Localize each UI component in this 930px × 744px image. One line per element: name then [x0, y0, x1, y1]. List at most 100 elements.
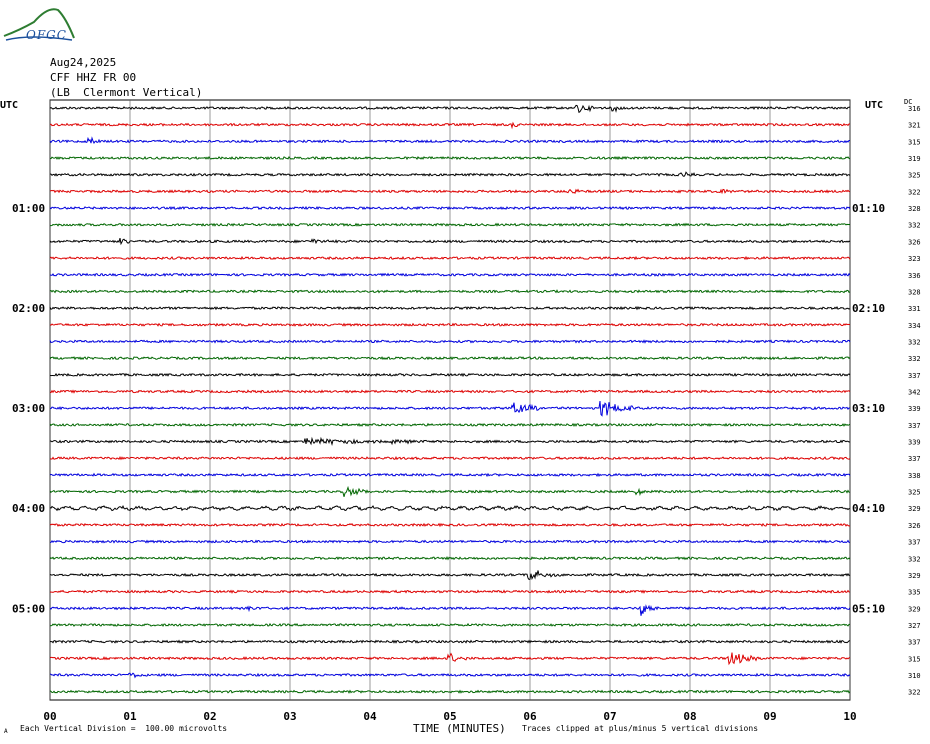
dc-offset-label: 328 [908, 288, 921, 296]
dc-offset-label: 321 [908, 122, 921, 130]
date-label: Aug24,2025 [50, 56, 117, 69]
left-time-label: 01:00 [12, 202, 45, 215]
x-axis-title: TIME (MINUTES) [413, 722, 506, 735]
trace-line [49, 436, 851, 446]
x-tick-label: 00 [43, 710, 56, 723]
dc-offset-label: 331 [908, 305, 921, 313]
right-time-label: 01:10 [852, 202, 885, 215]
trace-line [49, 522, 851, 528]
trace-line [49, 121, 851, 130]
dc-offset-label: 329 [908, 572, 921, 580]
clip-note: Traces clipped at plus/minus 5 vertical … [522, 724, 759, 733]
x-tick-label: 05 [443, 710, 456, 723]
trace-line [49, 305, 851, 311]
location-label: (LB Clermont Vertical) [50, 86, 203, 99]
dc-offset-label: 322 [908, 188, 921, 196]
dc-offset-label: 325 [908, 489, 921, 497]
dc-offset-label: 319 [908, 155, 921, 163]
x-tick-label: 09 [763, 710, 776, 723]
dc-offset-label: 332 [908, 355, 921, 363]
dc-offset-label: 315 [908, 655, 921, 663]
trace-line [49, 155, 851, 161]
dc-offset-label: 325 [908, 172, 921, 180]
trace-line [49, 604, 851, 616]
ofgc-logo-icon [3, 8, 75, 41]
trace-line [49, 556, 851, 561]
trace-line [49, 639, 851, 644]
trace-line [49, 570, 851, 581]
dc-offset-label: 326 [908, 522, 921, 530]
dc-offset-label: 338 [908, 472, 921, 480]
dc-offset-label: 315 [908, 138, 921, 146]
x-tick-label: 04 [363, 710, 377, 723]
dc-offset-label: 326 [908, 238, 921, 246]
dc-offset-label: 335 [908, 589, 921, 597]
left-time-label: 05:00 [12, 602, 45, 615]
trace-line [49, 456, 851, 461]
x-tick-label: 01 [123, 710, 137, 723]
x-tick-label: 08 [683, 710, 696, 723]
trace-line [49, 255, 851, 261]
dc-offset-label: 327 [908, 622, 921, 630]
dc-offset-label: 339 [908, 405, 921, 413]
dc-offset-label: 322 [908, 689, 921, 697]
trace-line [49, 485, 851, 497]
left-time-label: 03:00 [12, 402, 45, 415]
dc-offset-label: 342 [908, 388, 921, 396]
utc-right-label: UTC [865, 100, 884, 111]
trace-line [49, 389, 851, 394]
dc-offset-label: 329 [908, 505, 921, 513]
dc-offset-label: 337 [908, 372, 921, 380]
trace-line [49, 339, 851, 344]
left-time-label: 04:00 [12, 502, 45, 515]
dc-offset-label: 323 [908, 255, 921, 263]
utc-left-label: UTC [0, 100, 19, 111]
trace-line [49, 401, 851, 417]
trace-line [49, 104, 851, 114]
trace-line [49, 188, 851, 195]
scale-note: Each Vertical Division = 100.00 microvol… [20, 724, 228, 733]
logo-text: OFGC [26, 28, 67, 42]
right-time-label: 02:10 [852, 302, 885, 315]
trace-line [49, 505, 851, 512]
dc-offset-label: 310 [908, 672, 921, 680]
trace-line [49, 205, 851, 211]
trace-line [49, 652, 851, 666]
left-time-label: 02:00 [12, 302, 45, 315]
trace-line [49, 136, 851, 144]
dc-offset-label: 334 [908, 322, 921, 330]
dc-offset-label: 337 [908, 422, 921, 430]
trace-line [49, 539, 851, 544]
trace-line [49, 372, 851, 378]
station-label: CFF HHZ FR 00 [50, 71, 137, 84]
dc-label: DC [904, 98, 913, 106]
trace-line [49, 622, 851, 628]
dc-offset-label: 329 [908, 605, 921, 613]
trace-line [49, 322, 851, 327]
trace-line [49, 472, 851, 478]
dc-offset-label: 339 [908, 439, 921, 447]
trace-line [49, 422, 851, 428]
dc-offset-label: 337 [908, 639, 921, 647]
trace-line [49, 356, 851, 361]
trace-line [49, 672, 851, 679]
right-time-label: 05:10 [852, 602, 885, 615]
trace-line [49, 689, 851, 694]
trace-line [49, 272, 851, 277]
trace-line [49, 237, 851, 246]
x-tick-label: 02 [203, 710, 216, 723]
corner-mark: A [4, 728, 8, 735]
trace-line [49, 289, 851, 294]
x-tick-label: 03 [283, 710, 296, 723]
dc-offset-label: 332 [908, 338, 921, 346]
trace-line [49, 222, 851, 227]
x-tick-label: 06 [523, 710, 537, 723]
right-time-label: 04:10 [852, 502, 885, 515]
dc-offset-label: 337 [908, 455, 921, 463]
right-time-label: 03:10 [852, 402, 885, 415]
dc-offset-label: 316 [908, 105, 921, 113]
trace-line [49, 589, 851, 594]
dc-offset-label: 328 [908, 205, 921, 213]
x-tick-label: 10 [843, 710, 856, 723]
